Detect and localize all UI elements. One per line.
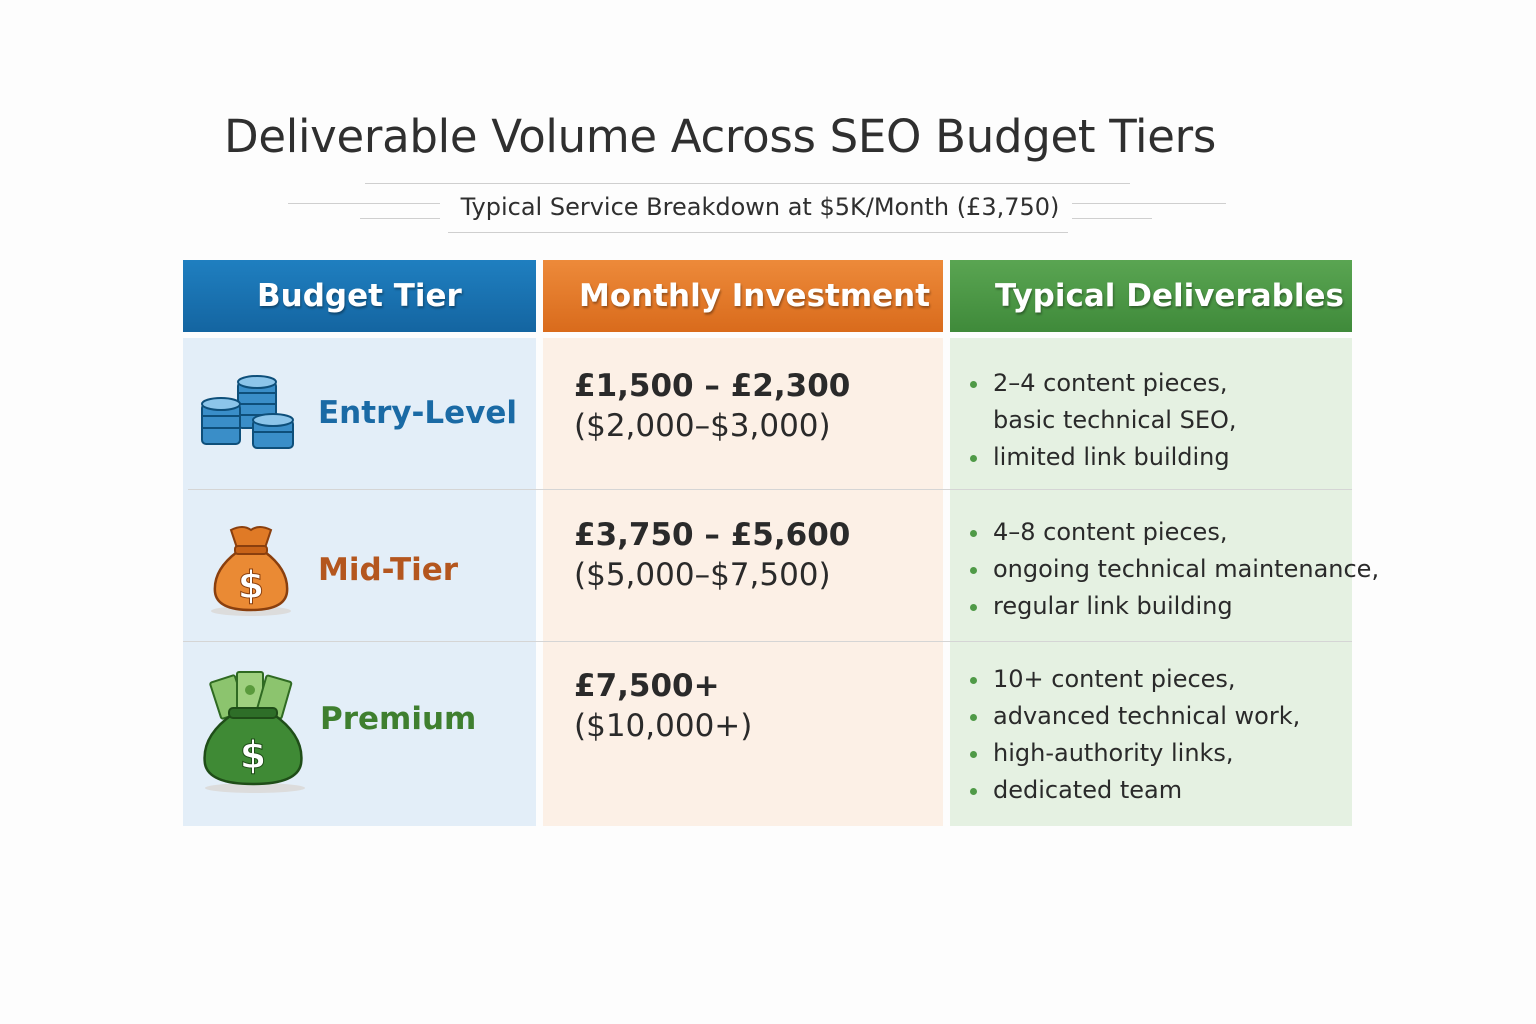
price-usd: ($5,000–$7,500) xyxy=(574,557,831,593)
list-item: regular link building xyxy=(970,588,1379,625)
header-budget-tier: Budget Tier xyxy=(183,260,536,332)
deliverables-mid-tier: 4–8 content pieces, ongoing technical ma… xyxy=(970,514,1379,625)
list-item: basic technical SEO, xyxy=(993,406,1237,434)
price-gbp: £1,500 – £2,300 xyxy=(574,368,851,404)
subtitle-rule-left-inner xyxy=(360,218,440,219)
deliverables-entry-level: 2–4 content pieces, basic technical SEO,… xyxy=(970,365,1237,476)
price-usd: ($2,000–$3,000) xyxy=(574,408,831,444)
price-entry-level: £1,500 – £2,300 ($2,000–$3,000) xyxy=(574,366,850,446)
tier-name-entry-level: Entry-Level xyxy=(318,395,518,431)
budget-tier-table: Budget Tier Monthly Investment Typical D… xyxy=(183,260,1379,826)
bullet-icon xyxy=(970,455,977,462)
tier-name-mid-tier: Mid-Tier xyxy=(318,552,459,588)
header-monthly-investment: Monthly Investment xyxy=(543,260,943,332)
subtitle-rule-right-outer xyxy=(1072,203,1226,204)
svg-text:$: $ xyxy=(238,563,264,607)
svg-text:$: $ xyxy=(240,733,266,777)
deliverables-column xyxy=(950,338,1352,826)
row-divider xyxy=(183,641,1352,642)
list-item: high-authority links, xyxy=(970,735,1300,772)
list-item: 4–8 content pieces, xyxy=(970,514,1379,551)
header-typical-deliverables: Typical Deliverables xyxy=(950,260,1352,332)
bullet-icon xyxy=(970,530,977,537)
bullet-icon xyxy=(970,567,977,574)
tier-name-premium: Premium xyxy=(320,701,477,737)
subtitle-underline xyxy=(448,232,1068,233)
cash-bag-icon: $ xyxy=(203,671,305,793)
list-item: 10+ content pieces, xyxy=(970,661,1300,698)
price-premium: £7,500+ ($10,000+) xyxy=(574,666,752,746)
deliverables-premium: 10+ content pieces, advanced technical w… xyxy=(970,661,1300,809)
list-item: dedicated team xyxy=(970,772,1300,809)
subtitle-rule-right-inner xyxy=(1072,218,1152,219)
row-divider xyxy=(188,489,1352,490)
coin-stack-icon xyxy=(201,375,294,449)
title-divider xyxy=(365,183,1130,184)
bullet-icon xyxy=(970,604,977,611)
bullet-icon xyxy=(970,751,977,758)
price-usd: ($10,000+) xyxy=(574,708,753,744)
page-title: Deliverable Volume Across SEO Budget Tie… xyxy=(224,110,1216,163)
list-item: advanced technical work, xyxy=(970,698,1300,735)
list-item: 2–4 content pieces, xyxy=(970,365,1237,402)
money-bag-icon: $ xyxy=(211,526,291,616)
price-gbp: £3,750 – £5,600 xyxy=(574,517,851,553)
price-gbp: £7,500+ xyxy=(574,668,720,704)
list-item: ongoing technical maintenance, xyxy=(970,551,1379,588)
price-mid-tier: £3,750 – £5,600 ($5,000–$7,500) xyxy=(574,515,850,595)
list-item: limited link building xyxy=(970,439,1237,476)
subtitle-rule-left-outer xyxy=(288,203,440,204)
investment-column xyxy=(543,338,943,826)
bullet-icon xyxy=(970,788,977,795)
subtitle: Typical Service Breakdown at $5K/Month (… xyxy=(460,193,1060,221)
bullet-icon xyxy=(970,677,977,684)
bullet-icon xyxy=(970,714,977,721)
bullet-icon xyxy=(970,381,977,388)
